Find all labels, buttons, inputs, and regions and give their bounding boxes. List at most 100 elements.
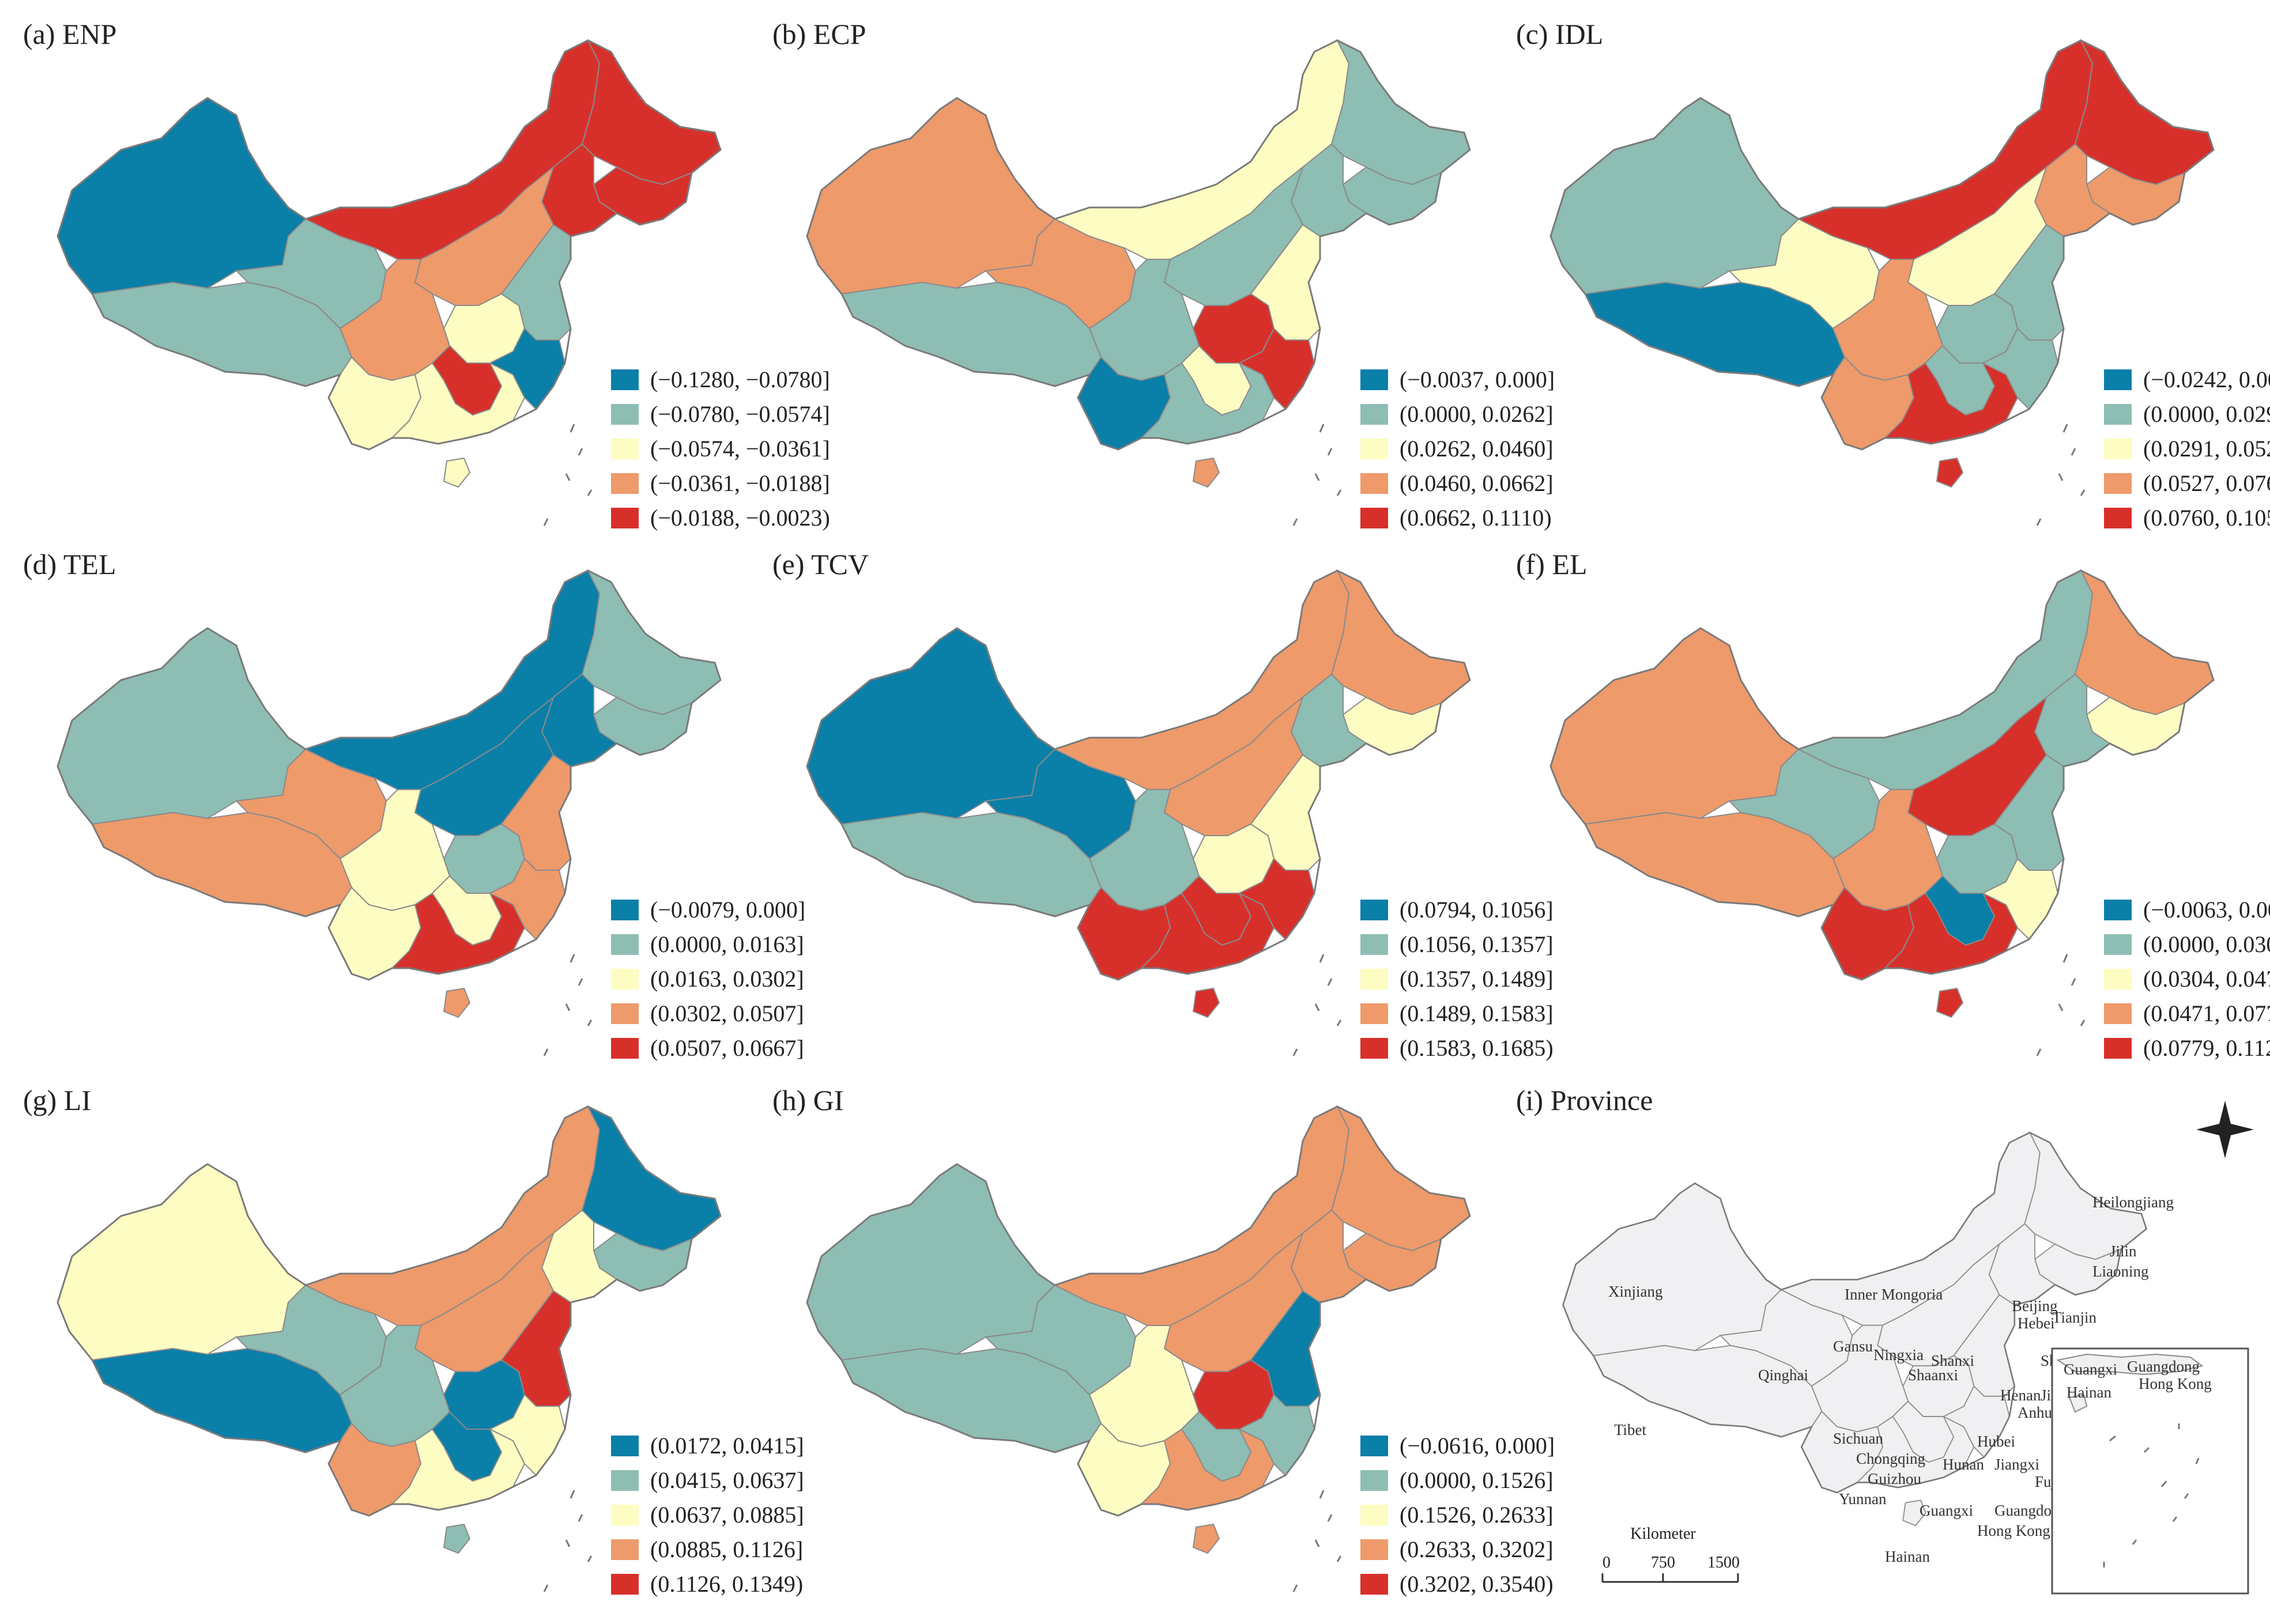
- province-label: Shanxi: [1931, 1352, 1974, 1369]
- legend-label: (0.1489, 0.1583]: [1400, 1000, 1553, 1026]
- island-mark: [2160, 1481, 2167, 1487]
- island-mark: [565, 473, 571, 481]
- panel-enp: (a) ENP (−0.1280, −0.0780] (−0.0780, −0.05…: [17, 17, 830, 536]
- region-heilongjiang: [2075, 40, 2214, 185]
- province-label: Hainan: [1885, 1548, 1930, 1565]
- choropleth-map-gi: [806, 1105, 1471, 1592]
- south-sea-islands: [1292, 1490, 1342, 1592]
- island-mark: [565, 1003, 571, 1011]
- panel-tcv: (e) TCV (0.0794, 0.1056] (0.1056, 0.1357] (…: [767, 547, 1553, 1066]
- province-label: Hong Kong: [1977, 1522, 2050, 1539]
- inset-label: Guangdong: [2127, 1358, 2200, 1375]
- legend-item: (−0.0037, 0.000]: [1360, 366, 1602, 401]
- island-mark: [2109, 1435, 2116, 1442]
- legend-label: (0.1357, 0.1489]: [1400, 966, 1553, 992]
- island-mark: [1292, 1048, 1298, 1056]
- legend-item: (0.0291, 0.0527]: [2104, 435, 2270, 470]
- legend-swatch: [1360, 404, 1388, 425]
- legend-swatch: [611, 1436, 639, 1456]
- legend-item: (0.0000, 0.0163]: [611, 931, 853, 965]
- legend-label: (0.0163, 0.0302]: [650, 966, 804, 992]
- island-mark: [2132, 1539, 2137, 1545]
- panel-province: Heilongjiang Jilin Liaoning Xinjiang Inner M…: [1510, 1083, 2254, 1602]
- legend-swatch: [1360, 1436, 1388, 1456]
- region-hainan: [443, 988, 470, 1018]
- legend-swatch: [611, 1470, 639, 1491]
- panel-title: (d) TEL: [23, 548, 116, 580]
- island-mark: [2080, 489, 2086, 496]
- panel-tel: (d) TEL (−0.0079, 0.000] (0.0000, 0.0163] (…: [17, 547, 805, 1066]
- panel-ecp: (b) ECP (−0.0037, 0.000] (0.0000, 0.0262] (…: [767, 17, 1555, 536]
- choropleth-map-el: [1549, 569, 2215, 1056]
- region-heilongjiang: [2075, 570, 2214, 715]
- island-mark: [565, 1539, 571, 1547]
- region-heilongjiang: [582, 570, 721, 715]
- province-label: Hunan: [1943, 1456, 1984, 1473]
- province-label: Guangxi: [1920, 1502, 1973, 1519]
- province-label: Anhui: [2018, 1404, 2057, 1421]
- legend-item: (0.0415, 0.0637]: [611, 1467, 853, 1501]
- island-mark: [1319, 1490, 1325, 1499]
- legend-label: (0.0460, 0.0662]: [1400, 470, 1553, 496]
- island-mark: [1319, 424, 1325, 433]
- legend-swatch: [611, 900, 639, 920]
- legend-swatch: [1360, 1003, 1388, 1024]
- panel-el: (f) EL (−0.0063, 0.000] (0.0000, 0.0304] (0…: [1510, 547, 2270, 1066]
- legend-label: (0.0000, 0.0262]: [1400, 401, 1553, 427]
- region-hainan: [1936, 988, 1963, 1018]
- province-label: Hubei: [1977, 1433, 2015, 1450]
- island-mark: [2058, 1003, 2064, 1011]
- province-label: Yunnan: [1839, 1490, 1887, 1508]
- inset-coast: [2056, 1353, 2204, 1376]
- province-label: Jiangxi: [1994, 1456, 2039, 1473]
- panel-title: (e) TCV: [772, 548, 869, 580]
- legend-item: (0.0794, 0.1056]: [1360, 896, 1602, 931]
- region-heilongjiang: [582, 40, 721, 185]
- region-xinjiang: [1550, 97, 1799, 294]
- province-label: Henan: [2000, 1387, 2041, 1404]
- legend-item: (−0.0063, 0.000]: [2104, 896, 2270, 931]
- region-xinjiang: [806, 1164, 1055, 1361]
- province-label: Beijing: [2012, 1297, 2058, 1315]
- legend-swatch: [2104, 1003, 2132, 1024]
- legend-label: (0.0000, 0.1526]: [1400, 1467, 1553, 1493]
- legend-swatch: [611, 473, 639, 494]
- province-label: Ningxia: [1873, 1346, 1924, 1364]
- island-mark: [1314, 1539, 1320, 1547]
- region-heilongjiang: [582, 1106, 721, 1251]
- legend-label: (0.0262, 0.0460]: [1400, 436, 1553, 462]
- panel-title: (c) IDL: [1516, 18, 1604, 50]
- province-map: Heilongjiang Jilin Liaoning Xinjiang Inner M…: [1562, 1101, 2254, 1595]
- island-mark: [2036, 518, 2042, 526]
- island-mark: [570, 1490, 575, 1499]
- panel-idl: (c) IDL (−0.0242, 0.000] (0.0000, 0.0291] (…: [1510, 17, 2270, 536]
- north-arrow-shape: [2196, 1101, 2254, 1158]
- province-label: Hebei: [2018, 1315, 2054, 1332]
- legend-label: (−0.0574, −0.0361]: [650, 436, 830, 462]
- legend-item: (0.1526, 0.2633]: [1360, 1501, 1602, 1536]
- choropleth-map-tcv: [806, 569, 1471, 1056]
- panel-title: (h) GI: [772, 1084, 844, 1116]
- legend-item: (0.0662, 0.1110): [1360, 504, 1602, 539]
- island-mark: [570, 424, 575, 433]
- legend-item: (0.1357, 0.1489]: [1360, 965, 1602, 1000]
- legend-swatch: [611, 1003, 639, 1024]
- legend-swatch: [2104, 934, 2132, 955]
- legend-item: (0.0304, 0.0471]: [2104, 965, 2270, 1000]
- region-xinjiang: [806, 97, 1055, 294]
- island-mark: [2071, 448, 2076, 456]
- legend-swatch: [1360, 508, 1388, 528]
- choropleth-map-li: [56, 1105, 722, 1592]
- legend-swatch: [1360, 969, 1388, 989]
- island-mark: [2062, 424, 2068, 433]
- choropleth-map-tel: [56, 569, 722, 1056]
- choropleth-map-idl: [1549, 39, 2215, 526]
- legend-label: (0.0637, 0.0885]: [650, 1502, 804, 1528]
- island-mark: [1314, 473, 1320, 481]
- legend-item: (0.0302, 0.0507]: [611, 1000, 853, 1034]
- island-mark: [1292, 518, 1298, 526]
- legend-swatch: [611, 369, 639, 390]
- province-label: Jilin: [2110, 1242, 2137, 1260]
- province-label: Chongqing: [1856, 1450, 1925, 1467]
- legend-item: (0.0000, 0.0262]: [1360, 401, 1602, 435]
